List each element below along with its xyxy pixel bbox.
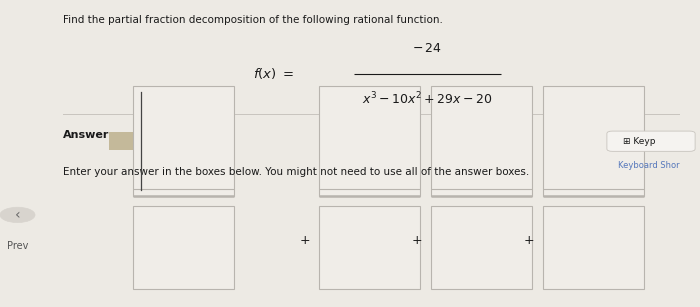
Bar xyxy=(108,132,168,150)
Text: +: + xyxy=(411,235,422,247)
Text: Find the partial fraction decomposition of the following rational function.: Find the partial fraction decomposition … xyxy=(63,15,443,25)
Bar xyxy=(318,206,420,289)
FancyBboxPatch shape xyxy=(607,131,695,151)
Text: $x^3 - 10x^2 + 29x - 20$: $x^3 - 10x^2 + 29x - 20$ xyxy=(362,91,492,107)
Text: Prev: Prev xyxy=(7,241,28,251)
Text: Answer: Answer xyxy=(63,130,109,141)
Text: +: + xyxy=(523,235,534,247)
Text: Keyboard Shor: Keyboard Shor xyxy=(618,161,680,170)
Text: ‹: ‹ xyxy=(15,208,20,222)
Text: $-\,24$: $-\,24$ xyxy=(412,42,442,55)
Circle shape xyxy=(0,207,35,223)
Bar xyxy=(430,86,532,196)
Bar xyxy=(133,86,234,196)
Bar xyxy=(542,86,644,196)
Bar xyxy=(430,206,532,289)
Bar xyxy=(133,206,234,289)
Text: $f(x)\ =$: $f(x)\ =$ xyxy=(253,66,294,81)
Text: Enter your answer in the boxes below. You might not need to use all of the answe: Enter your answer in the boxes below. Yo… xyxy=(63,167,529,177)
Bar xyxy=(542,206,644,289)
Text: ⊞ Keyp: ⊞ Keyp xyxy=(623,137,655,146)
Text: +: + xyxy=(299,235,310,247)
Bar xyxy=(318,86,420,196)
